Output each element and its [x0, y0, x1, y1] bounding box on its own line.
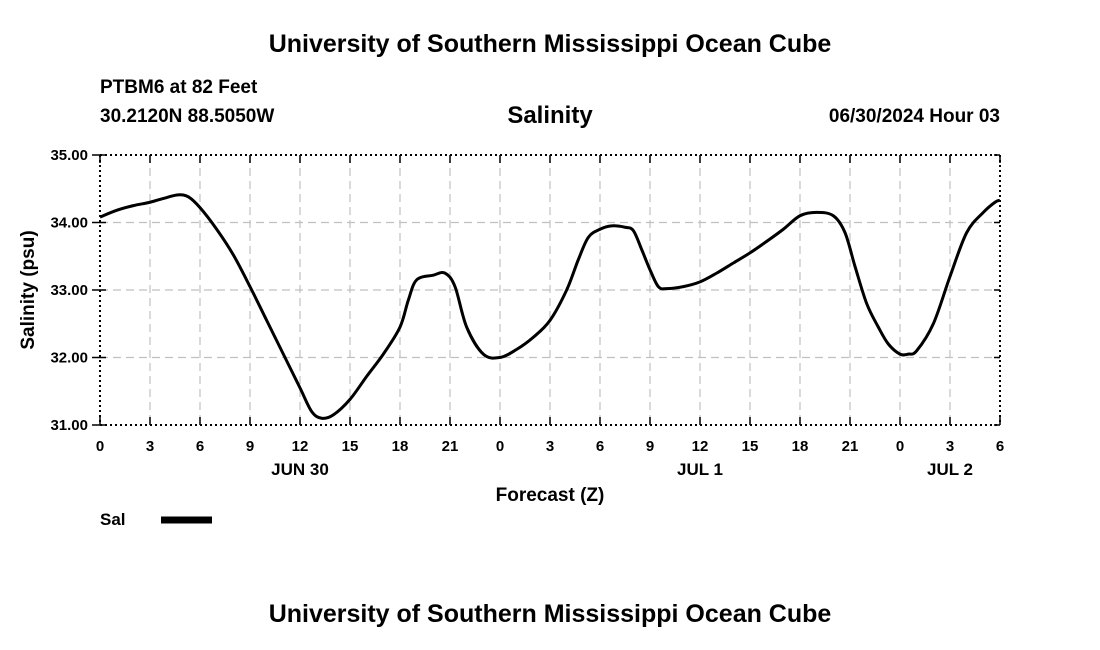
x-tick-label: 6 [196, 438, 204, 455]
date-label: JUN 30 [271, 460, 329, 479]
x-tick-label: 6 [596, 438, 604, 455]
series-line-sal [99, 193, 1001, 420]
x-tick-label: 0 [896, 438, 904, 455]
x-tick-label: 21 [842, 438, 859, 455]
x-tick-label: 9 [246, 438, 254, 455]
y-axis-label: Salinity (psu) [18, 230, 39, 349]
x-tick-label: 12 [692, 438, 709, 455]
x-tick-label: 3 [146, 438, 154, 455]
x-tick-label: 3 [546, 438, 554, 455]
x-tick-label: 21 [442, 438, 459, 455]
date-label: JUL 1 [677, 460, 723, 479]
y-tick-label: 32.00 [50, 350, 88, 367]
x-tick-label: 9 [646, 438, 654, 455]
coordinates-label: 30.2120N 88.5050W [100, 106, 275, 127]
x-axis-label: Forecast (Z) [496, 485, 605, 506]
x-tick-label: 18 [392, 438, 409, 455]
y-tick-label: 34.00 [50, 215, 88, 232]
timestamp-label: 06/30/2024 Hour 03 [828, 106, 1000, 127]
bottom-title: University of Southern Mississippi Ocean… [268, 600, 832, 628]
y-tick-label: 31.00 [50, 417, 88, 434]
chart-title: Salinity [507, 102, 593, 129]
y-tick-label: 35.00 [50, 147, 88, 164]
x-tick-label: 15 [742, 438, 759, 455]
date-label: JUL 2 [927, 460, 973, 479]
x-tick-label: 0 [96, 438, 104, 455]
y-tick-label: 33.00 [50, 282, 88, 299]
x-tick-label: 12 [292, 438, 309, 455]
x-tick-label: 3 [946, 438, 954, 455]
legend-label: Sal [100, 510, 126, 529]
station-label: PTBM6 at 82 Feet [100, 77, 258, 98]
top-title: University of Southern Mississippi Ocean… [268, 30, 832, 58]
x-tick-label: 0 [496, 438, 504, 455]
x-tick-label: 6 [996, 438, 1004, 455]
x-tick-label: 15 [342, 438, 359, 455]
x-tick-label: 18 [792, 438, 809, 455]
